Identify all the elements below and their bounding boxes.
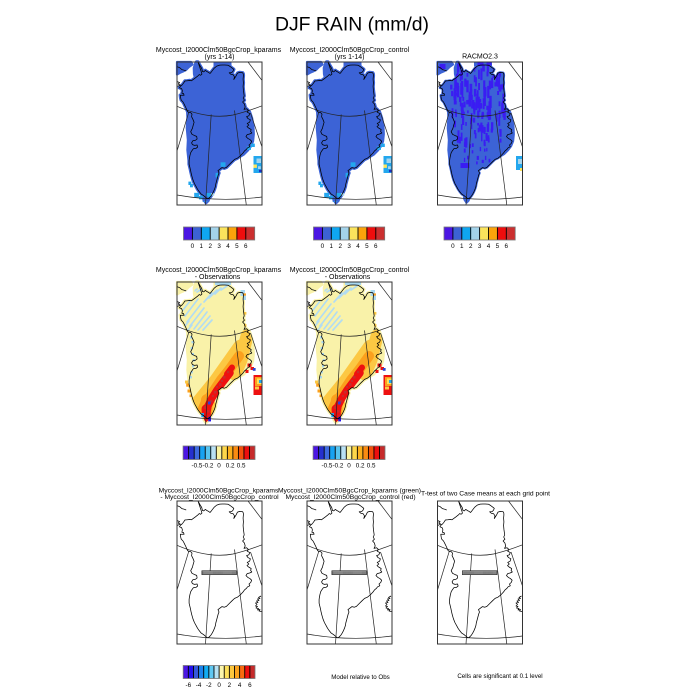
svg-text:0: 0 xyxy=(217,462,221,469)
svg-text:0.2: 0.2 xyxy=(356,462,365,469)
svg-text:RACMO2.3: RACMO2.3 xyxy=(462,54,498,61)
svg-text:Myccost_I2000Clm50BgcCrop_cont: Myccost_I2000Clm50BgcCrop_control xyxy=(290,47,410,54)
svg-text:Myccost_I2000Clm50BgcCrop_kpar: Myccost_I2000Clm50BgcCrop_kparams (green… xyxy=(278,487,421,494)
svg-text:4: 4 xyxy=(238,682,242,689)
svg-text:-4: -4 xyxy=(196,682,202,689)
svg-text:T-test of two Case means at ea: T-test of two Case means at each grid po… xyxy=(421,491,550,498)
svg-text:0: 0 xyxy=(347,462,351,469)
svg-text:6: 6 xyxy=(505,243,509,250)
svg-text:6: 6 xyxy=(374,243,378,250)
svg-text:3: 3 xyxy=(347,243,351,250)
svg-text:2: 2 xyxy=(208,243,212,250)
svg-text:Myccost_I2000Clm50BgcCrop_kpar: Myccost_I2000Clm50BgcCrop_kparams xyxy=(156,47,282,54)
svg-text:Myccost_I2000Clm50BgcCrop_cont: Myccost_I2000Clm50BgcCrop_control xyxy=(290,267,410,274)
svg-text:4: 4 xyxy=(356,243,360,250)
svg-text:3: 3 xyxy=(478,243,482,250)
svg-text:0: 0 xyxy=(217,682,221,689)
svg-text:1: 1 xyxy=(200,243,204,250)
svg-text:1: 1 xyxy=(460,243,464,250)
svg-text:6: 6 xyxy=(248,682,252,689)
svg-text:Myccost_I2000Clm50BgcCrop_kpar: Myccost_I2000Clm50BgcCrop_kparams xyxy=(156,267,282,274)
svg-text:Cells are significant at 0.1 l: Cells are significant at 0.1 level xyxy=(457,673,542,680)
svg-text:0: 0 xyxy=(451,243,455,250)
svg-text:-0.2: -0.2 xyxy=(203,462,214,469)
svg-text:2: 2 xyxy=(228,682,232,689)
svg-text:Myccost_I2000Clm50BgcCrop_cont: Myccost_I2000Clm50BgcCrop_control (red) xyxy=(285,494,415,501)
svg-text:2: 2 xyxy=(338,243,342,250)
svg-text:Myccost_I2000Clm50BgcCrop_kpar: Myccost_I2000Clm50BgcCrop_kparams xyxy=(159,487,279,494)
svg-text:0: 0 xyxy=(321,243,325,250)
svg-text:- Observations: - Observations xyxy=(325,274,371,281)
svg-text:-2: -2 xyxy=(206,682,212,689)
svg-text:5: 5 xyxy=(235,243,239,250)
svg-text:0.5: 0.5 xyxy=(237,462,246,469)
svg-text:0.5: 0.5 xyxy=(367,462,376,469)
svg-text:4: 4 xyxy=(487,243,491,250)
svg-text:3: 3 xyxy=(217,243,221,250)
svg-text:0.2: 0.2 xyxy=(226,462,235,469)
svg-text:-0.5: -0.5 xyxy=(192,462,203,469)
svg-text:1: 1 xyxy=(330,243,334,250)
svg-text:Model relative to Obs: Model relative to Obs xyxy=(331,674,389,681)
svg-text:4: 4 xyxy=(226,243,230,250)
svg-text:6: 6 xyxy=(244,243,248,250)
svg-text:-6: -6 xyxy=(186,682,192,689)
svg-text:- Observations: - Observations xyxy=(195,274,241,281)
svg-text:0: 0 xyxy=(191,243,195,250)
svg-text:DJF RAIN (mm/d): DJF RAIN (mm/d) xyxy=(275,14,429,36)
svg-text:- Myccost_I2000Clm50BgcCrop_co: - Myccost_I2000Clm50BgcCrop_control xyxy=(160,494,279,501)
svg-text:-0.2: -0.2 xyxy=(333,462,344,469)
svg-text:5: 5 xyxy=(365,243,369,250)
svg-text:-0.5: -0.5 xyxy=(322,462,333,469)
svg-text:(yrs 1-14): (yrs 1-14) xyxy=(205,54,235,61)
svg-text:(yrs 1-14): (yrs 1-14) xyxy=(335,54,365,61)
svg-text:5: 5 xyxy=(496,243,500,250)
svg-text:2: 2 xyxy=(469,243,473,250)
